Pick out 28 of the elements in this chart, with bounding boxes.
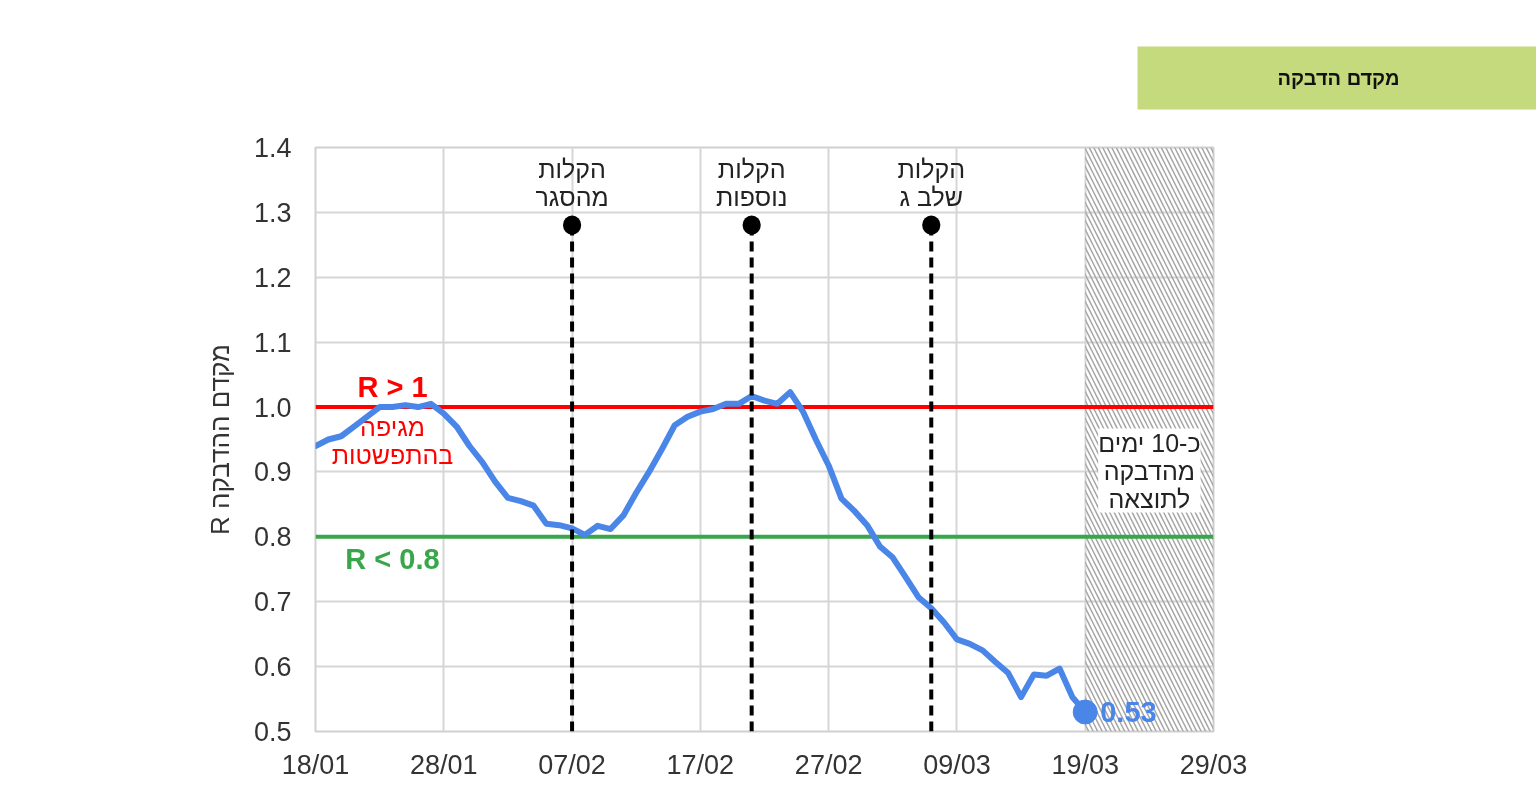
text: מקדם הדבקה xyxy=(1277,66,1400,89)
ref-line-label: R > 1 xyxy=(357,371,428,404)
y-axis-title: R מקדם ההדבקה xyxy=(204,344,235,535)
y-tick-label: 1.4 xyxy=(253,133,292,163)
x-tick-label: 28/01 xyxy=(410,749,478,780)
x-tick-label: 19/03 xyxy=(1051,749,1120,780)
ref-line-label: הקלות נוספות xyxy=(715,154,788,211)
y-tick-label: 1.3 xyxy=(253,197,292,228)
band-label: כ-10 ימים מהדבקה לתוצאה xyxy=(1098,428,1201,513)
x-tick-label: 18/01 xyxy=(281,749,350,780)
annotation: מגיפה בהתפשטות xyxy=(331,413,454,470)
y-tick-label: 1.0 xyxy=(253,392,292,423)
ref-line-label: הקלות שלב ג xyxy=(897,154,966,211)
y-tick-label: 1.1 xyxy=(253,327,292,358)
data-label: 0.53 xyxy=(1100,696,1157,729)
x-tick-label: 29/03 xyxy=(1179,749,1248,780)
y-tick-label: 0.6 xyxy=(253,652,292,683)
ref-line-label: הקלות מהסגר xyxy=(535,154,609,211)
y-tick-label: 1.2 xyxy=(253,262,292,293)
x-tick-label: 17/02 xyxy=(666,749,735,780)
y-tick-label: 0.7 xyxy=(253,587,292,618)
x-tick-label: 27/02 xyxy=(794,749,863,780)
x-tick-label: 07/02 xyxy=(538,749,606,780)
x-tick-label: 09/03 xyxy=(923,749,991,780)
ref-line-label: R < 0.8 xyxy=(345,542,440,575)
y-tick-label: 0.8 xyxy=(253,522,292,553)
y-tick-label: 0.9 xyxy=(253,457,292,488)
y-tick-label: 0.5 xyxy=(253,717,292,747)
